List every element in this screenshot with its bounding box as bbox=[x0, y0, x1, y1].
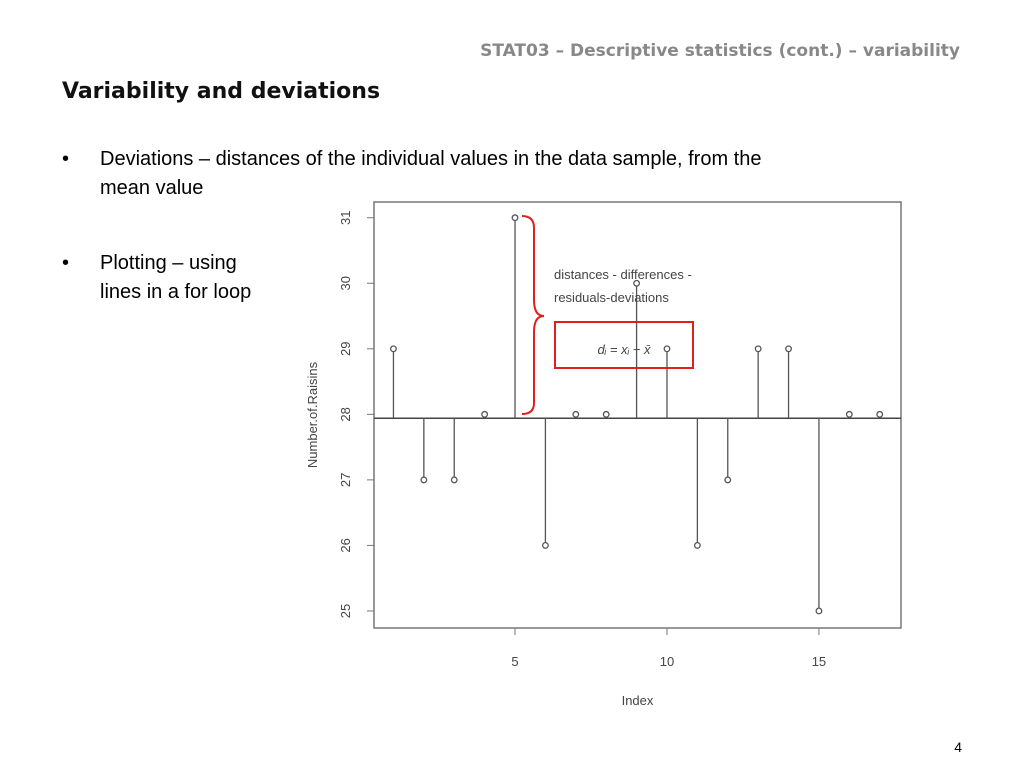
point bbox=[420, 476, 428, 484]
bullet-text: mean value bbox=[100, 177, 203, 199]
y-tick-label: 25 bbox=[338, 604, 353, 618]
y-tick-label: 28 bbox=[338, 407, 353, 421]
point bbox=[633, 279, 641, 287]
x-axis-label: Index bbox=[622, 693, 654, 708]
point bbox=[876, 410, 884, 418]
x-tick-label: 5 bbox=[511, 654, 518, 669]
point bbox=[845, 410, 853, 418]
x-tick-label: 15 bbox=[812, 654, 826, 669]
bullet-text: Plotting – using bbox=[100, 252, 237, 274]
point bbox=[450, 476, 458, 484]
point bbox=[785, 345, 792, 353]
page-number: 4 bbox=[954, 739, 962, 755]
point bbox=[602, 410, 610, 418]
y-tick-label: 27 bbox=[338, 473, 353, 487]
point bbox=[572, 410, 580, 418]
bullet-text: Deviations – distances of the individual… bbox=[100, 148, 761, 170]
y-axis-label: Number.of.Raisins bbox=[305, 361, 320, 468]
y-tick-label: 31 bbox=[338, 210, 353, 224]
formula-box bbox=[554, 321, 694, 369]
course-header: STAT03 – Descriptive statistics (cont.) … bbox=[480, 41, 960, 61]
x-tick-label: 10 bbox=[660, 654, 674, 669]
formula: dᵢ = xᵢ − x̄ bbox=[597, 342, 651, 357]
annotation-text: distances - differences - bbox=[554, 267, 692, 282]
y-tick-label: 26 bbox=[338, 538, 353, 552]
point bbox=[541, 541, 549, 549]
brace bbox=[521, 215, 545, 415]
bullet-text: lines in a for loop bbox=[100, 281, 251, 303]
y-tick-label: 29 bbox=[338, 342, 353, 356]
point bbox=[390, 345, 397, 353]
point bbox=[511, 214, 519, 222]
point bbox=[815, 607, 823, 615]
point bbox=[481, 410, 489, 418]
chart: 5 10 15 25 26 27 28 29 30 31 Index Number.of.Raisin… bbox=[305, 201, 902, 708]
point bbox=[754, 345, 762, 353]
plot-frame bbox=[373, 201, 902, 629]
slide-title: Variability and deviations bbox=[62, 79, 380, 104]
point bbox=[693, 541, 701, 549]
point bbox=[724, 476, 732, 484]
annotation-text: residuals-deviations bbox=[554, 290, 669, 305]
y-tick-label: 30 bbox=[338, 276, 353, 290]
point bbox=[663, 345, 671, 353]
bullet-mark: • bbox=[62, 148, 69, 170]
bullet-mark: • bbox=[62, 252, 69, 274]
